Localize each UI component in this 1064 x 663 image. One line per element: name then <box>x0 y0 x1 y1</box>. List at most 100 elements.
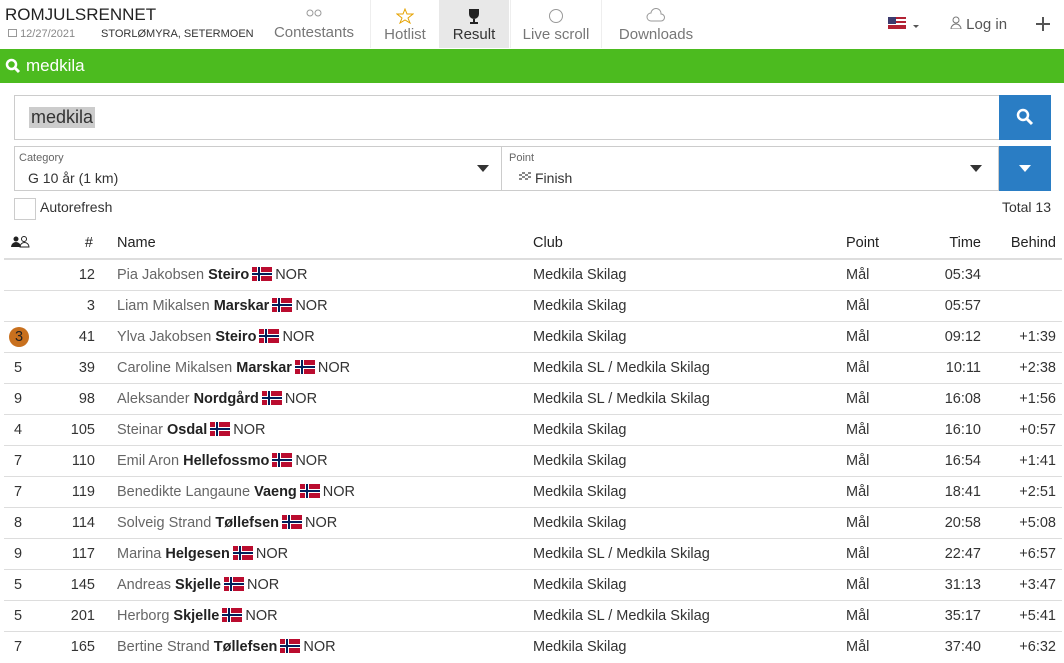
nav-label[interactable]: Downloads <box>618 26 694 43</box>
first-name[interactable]: Emil Aron <box>117 453 180 469</box>
nav-label[interactable]: Result <box>452 26 496 43</box>
time: 35:17 <box>944 608 981 624</box>
rank: 3 <box>9 327 29 347</box>
flag <box>282 515 302 529</box>
expand-button[interactable] <box>999 146 1051 191</box>
result-row[interactable]: 12 Pia Jakobsen Steiro NOR Medkila Skilag Må… <box>4 259 1062 291</box>
point-value[interactable]: Finish <box>535 170 573 186</box>
search-text[interactable]: medkila <box>29 107 96 128</box>
last-name[interactable]: Tøllefsen <box>215 515 279 531</box>
nav-downloads[interactable]: Downloads <box>601 0 710 48</box>
last-name[interactable]: Marskar <box>213 298 270 314</box>
first-name[interactable]: Benedikte Langaune <box>117 484 251 500</box>
first-name[interactable]: Caroline Mikalsen <box>117 360 233 376</box>
nav-live-scroll[interactable]: Live scroll <box>510 0 601 48</box>
result-row[interactable]: 5 145 Andreas Skjelle NOR Medkila Skilag Mål 3… <box>4 569 1062 601</box>
first-name[interactable]: Liam Mikalsen <box>117 298 210 314</box>
name[interactable]: Emil Aron Hellefossmo NOR <box>117 453 328 469</box>
point-select[interactable]: Point Finish <box>501 146 999 191</box>
last-name[interactable]: Osdal <box>166 422 208 438</box>
name[interactable]: Liam Mikalsen Marskar NOR <box>117 298 328 314</box>
name[interactable]: Andreas Skjelle NOR <box>117 577 279 593</box>
time: 16:54 <box>944 453 981 469</box>
login-label[interactable]: Log in <box>966 16 1008 33</box>
first-name[interactable]: Solveig Strand <box>117 515 212 531</box>
category-value[interactable]: G 10 år (1 km) <box>28 170 119 186</box>
fullscreen[interactable] <box>1036 17 1050 31</box>
last-name[interactable]: Steiro <box>215 329 257 345</box>
table-header: # Name Club Point Time Behind <box>4 234 1062 260</box>
last-name[interactable]: Tøllefsen <box>213 639 278 655</box>
first-name[interactable]: Bertine Strand <box>117 639 210 655</box>
nav-label[interactable]: Live scroll <box>522 26 590 43</box>
result-row[interactable]: 4 105 Steinar Osdal NOR Medkila Skilag Mål 16:… <box>4 414 1062 446</box>
result-row[interactable]: 8 114 Solveig Strand Tøllefsen NOR Medkila S… <box>4 507 1062 539</box>
language-select[interactable] <box>888 17 922 31</box>
last-name[interactable]: Vaeng <box>254 484 297 500</box>
club: Medkila SL / Medkila Skilag <box>533 608 710 624</box>
nav-label[interactable]: Hotlist <box>384 26 426 43</box>
result-row[interactable]: 7 119 Benedikte Langaune Vaeng NOR Medkila S… <box>4 476 1062 508</box>
column-header[interactable]: Point <box>846 235 880 251</box>
column-header[interactable]: Time <box>949 235 981 251</box>
name[interactable]: Bertine Strand Tøllefsen NOR <box>117 639 336 655</box>
autorefresh-checkbox[interactable] <box>14 198 36 220</box>
result-row[interactable]: 3 41 Ylva Jakobsen Steiro NOR Medkila Skilag… <box>4 321 1062 353</box>
name[interactable]: Ylva Jakobsen Steiro NOR <box>117 329 315 345</box>
club: Medkila Skilag <box>533 422 627 438</box>
sort-icon[interactable] <box>10 236 30 248</box>
result-row[interactable]: 9 98 Aleksander Nordgård NOR Medkila SL / Me… <box>4 383 1062 415</box>
first-name[interactable]: Marina <box>117 546 162 562</box>
column-header[interactable]: # <box>84 235 93 251</box>
name[interactable]: Benedikte Langaune Vaeng NOR <box>117 484 355 500</box>
name[interactable]: Pia Jakobsen Steiro NOR <box>117 267 307 283</box>
first-name[interactable]: Steinar <box>117 422 163 438</box>
name[interactable]: Steinar Osdal NOR <box>117 422 266 438</box>
rank: 7 <box>14 639 23 655</box>
name[interactable]: Solveig Strand Tøllefsen NOR <box>117 515 337 531</box>
club: Medkila Skilag <box>533 515 627 531</box>
country: NOR <box>295 453 328 469</box>
bib: 110 <box>71 453 95 469</box>
first-name[interactable]: Andreas <box>117 577 172 593</box>
result-row[interactable]: 3 Liam Mikalsen Marskar NOR Medkila Skilag M… <box>4 290 1062 322</box>
name[interactable]: Aleksander Nordgård NOR <box>117 391 317 407</box>
name[interactable]: Herborg Skjelle NOR <box>117 608 278 624</box>
last-name[interactable]: Skjelle <box>175 577 221 593</box>
last-name[interactable]: Skjelle <box>173 608 220 624</box>
nav-label[interactable]: Contestants <box>273 24 355 41</box>
rank: 9 <box>14 391 23 407</box>
result-row[interactable]: 9 117 Marina Helgesen NOR Medkila SL / Medki… <box>4 538 1062 570</box>
first-name[interactable]: Ylva Jakobsen <box>117 329 212 345</box>
flag <box>252 267 273 281</box>
name[interactable]: Caroline Mikalsen Marskar NOR <box>117 360 350 376</box>
name[interactable]: Marina Helgesen NOR <box>117 546 288 562</box>
autorefresh-label[interactable]: Autorefresh <box>40 199 113 215</box>
point: Mål <box>846 422 870 438</box>
search-button[interactable] <box>999 95 1051 140</box>
search-input[interactable]: medkila <box>14 95 1000 140</box>
result-row[interactable]: 7 165 Bertine Strand Tøllefsen NOR Medkila S… <box>4 631 1062 663</box>
category-select[interactable]: Category G 10 år (1 km) <box>14 146 502 191</box>
last-name[interactable]: Nordgård <box>193 391 259 407</box>
rank: 5 <box>14 577 23 593</box>
column-header[interactable]: Behind <box>1010 235 1056 251</box>
last-name[interactable]: Hellefossmo <box>183 453 270 469</box>
bib: 201 <box>70 608 95 624</box>
nav-hotlist[interactable]: Hotlist <box>370 0 439 48</box>
time: 31:13 <box>944 577 981 593</box>
result-row[interactable]: 5 201 Herborg Skjelle NOR Medkila SL / Medki… <box>4 600 1062 632</box>
login[interactable]: Log in <box>950 16 1007 33</box>
last-name[interactable]: Marskar <box>236 360 292 376</box>
first-name[interactable]: Aleksander <box>117 391 190 407</box>
first-name[interactable]: Herborg <box>117 608 170 624</box>
nav-contestants[interactable]: Contestants <box>268 0 360 48</box>
column-header[interactable]: Club <box>533 235 563 251</box>
first-name[interactable]: Pia Jakobsen <box>117 267 205 283</box>
column-header[interactable]: Name <box>117 235 156 251</box>
last-name[interactable]: Helgesen <box>165 546 230 562</box>
result-row[interactable]: 5 39 Caroline Mikalsen Marskar NOR Medkila S… <box>4 352 1062 384</box>
result-row[interactable]: 7 110 Emil Aron Hellefossmo NOR Medkila Skil… <box>4 445 1062 477</box>
nav-result[interactable]: Result <box>439 0 509 48</box>
last-name[interactable]: Steiro <box>208 267 250 283</box>
